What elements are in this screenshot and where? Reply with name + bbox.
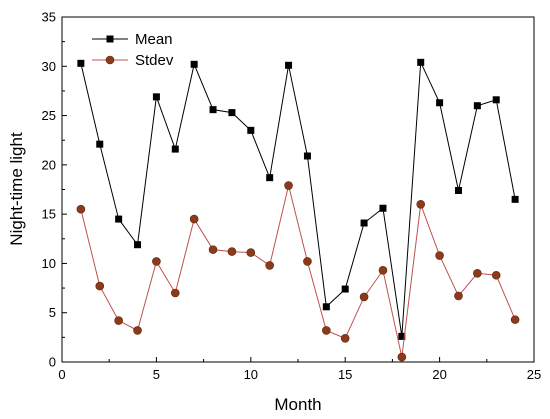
legend-marker-stdev [105,55,115,65]
mean-point [96,140,104,148]
stdev-point [76,204,86,214]
x-tick-label: 0 [58,367,65,382]
stdev-point [473,268,482,278]
x-tick-label: 25 [527,367,541,382]
stdev-point [359,292,369,302]
y-tick-label: 10 [42,256,56,271]
stdev-point [322,326,331,335]
legend-label-stdev: Stdev [135,52,174,69]
x-tick-label: 20 [432,367,446,382]
y-axis-title: Night-time light [7,132,26,246]
y-tick-label: 20 [42,157,56,172]
mean-point [134,241,142,249]
mean-series-line [80,60,516,337]
mean-point [152,93,160,101]
mean-point [228,109,236,117]
mean-point [266,174,274,182]
mean-point [285,61,293,69]
mean-point [303,152,311,160]
stdev-point [340,334,350,343]
mean-point [322,303,330,311]
stdev-point [378,266,388,275]
stdev-point [491,270,501,280]
y-tick-label: 30 [42,59,56,74]
mean-point [115,215,123,223]
mean-point [417,58,425,66]
stdev-series-line [80,185,516,358]
stdev-point [416,199,426,209]
mean-point [209,106,217,114]
stdev-point [510,315,520,324]
y-tick-label: 15 [42,207,56,222]
x-axis-title: Month [274,395,321,414]
x-axis: 0 5 10 15 20 25 [58,357,541,382]
mean-point [190,60,198,68]
stdev-point [397,352,407,362]
mean-point [171,145,179,153]
mean-point [77,59,85,67]
legend-marker-mean [106,35,114,43]
plot-frame [61,16,535,363]
y-tick-label: 0 [49,355,56,370]
stdev-point [152,257,161,266]
mean-point [379,204,387,212]
series-layer [76,58,520,362]
mean-point [492,96,500,104]
stdev-point [284,181,293,190]
legend-label-mean: Mean [135,31,173,48]
stdev-point [454,291,463,301]
x-tick-label: 5 [153,367,160,382]
stdev-point [303,257,312,266]
stdev-point [133,326,142,335]
y-tick-label: 5 [49,305,56,320]
mean-point [247,126,255,134]
mean-point [511,195,519,203]
stdev-point [208,245,218,254]
stdev-point [265,261,274,270]
y-tick-label: 35 [42,10,56,25]
mean-point [360,219,368,227]
x-tick-label: 15 [338,367,352,382]
stdev-point [95,281,105,291]
stdev-point [246,248,256,257]
mean-point [436,99,444,107]
mean-point [473,102,481,110]
stdev-point [114,316,123,325]
y-axis: 0 5 10 15 20 25 30 35 [42,10,67,370]
x-tick-label: 10 [244,367,258,382]
stdev-point [227,247,237,256]
y-tick-label: 25 [42,108,56,123]
legend: Mean Stdev [92,31,174,69]
stdev-point [435,251,444,260]
mean-point [398,332,406,340]
mean-point [454,186,462,194]
stdev-point [189,214,199,224]
mean-point [341,285,349,293]
stdev-point [170,288,180,298]
